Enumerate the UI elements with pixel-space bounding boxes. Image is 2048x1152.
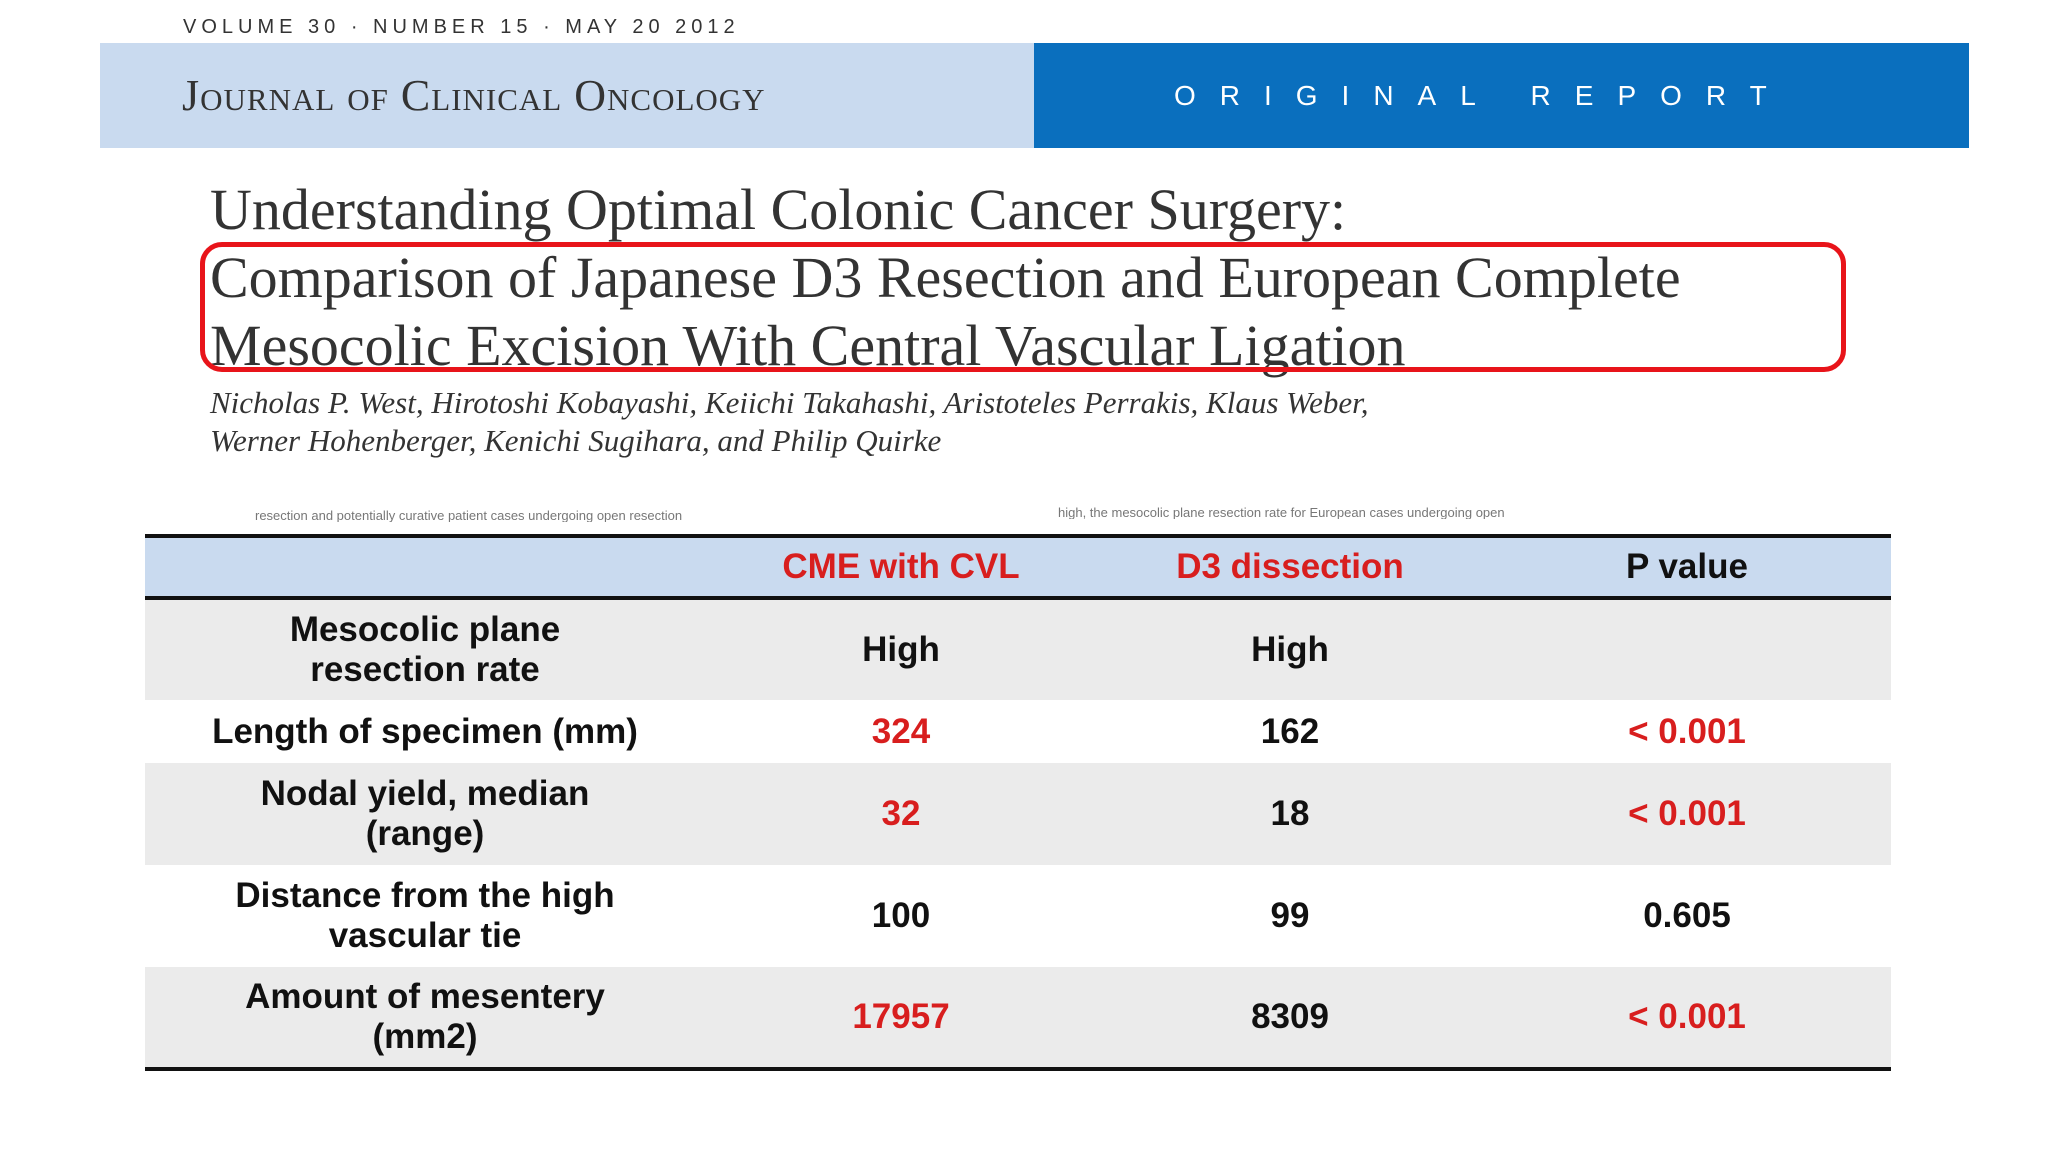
cme-value: 32 <box>881 794 921 833</box>
faded-text-fragment-left: resection and potentially curative patie… <box>255 508 683 522</box>
article-title-line: Comparison of Japanese D3 Resection and … <box>210 245 1681 310</box>
p-value: < 0.001 <box>1628 711 1746 751</box>
row-label: Amount of mesentery (mm2) <box>145 967 705 1071</box>
d3-value: 8309 <box>1097 967 1483 1071</box>
row-label-line: (mm2) <box>372 1017 478 1056</box>
p-value <box>1483 598 1891 700</box>
row-label: Length of specimen (mm) <box>145 700 705 763</box>
report-type: ORIGINAL REPORT <box>1174 79 1791 111</box>
table-header-row: CME with CVL D3 dissection P value <box>145 534 1891 600</box>
p-value: < 0.001 <box>1483 967 1891 1071</box>
table-row: Nodal yield, median (range) 32 18 < 0.001 <box>145 763 1891 865</box>
d3-value: High <box>1251 630 1329 669</box>
row-label: Distance from the high vascular tie <box>145 865 705 967</box>
row-label-line: Distance from the high <box>235 876 615 915</box>
d3-value: 162 <box>1260 711 1320 751</box>
cme-value: 17957 <box>705 967 1097 1071</box>
header-p-value: P value <box>1483 534 1891 600</box>
row-label-line: resection rate <box>310 650 540 689</box>
header-cme-with-cvl: CME with CVL <box>705 534 1097 600</box>
row-label: Mesocolic plane resection rate <box>145 598 705 700</box>
article-title-line: Understanding Optimal Colonic Cancer Sur… <box>210 177 1347 242</box>
row-label-line: Mesocolic plane <box>289 610 561 649</box>
row-label: Nodal yield, median (range) <box>145 763 705 865</box>
journal-masthead: Journal of Clinical Oncology ORIGINAL RE… <box>100 43 1969 148</box>
journal-name: Journal of Clinical Oncology <box>182 71 766 120</box>
row-label-line: (range) <box>365 814 485 853</box>
row-label-line: vascular tie <box>328 916 522 955</box>
cme-value: 324 <box>871 711 931 751</box>
author-line: Werner Hohenberger, Kenichi Sugihara, an… <box>210 423 942 458</box>
table-row: Amount of mesentery (mm2) 17957 8309 < 0.001 <box>145 967 1891 1071</box>
row-label-line: Length of specimen (mm) <box>212 711 638 751</box>
issue-line: VOLUME 30 · NUMBER 15 · MAY 20 2012 <box>183 16 740 38</box>
article-title: Understanding Optimal Colonic Cancer Sur… <box>210 176 1890 380</box>
faded-text-fragment-right: high, the mesocolic plane resection rate… <box>1058 505 1505 519</box>
title-highlight-box <box>200 242 1846 372</box>
d3-value: 99 <box>1270 896 1310 935</box>
header-d3-dissection: D3 dissection <box>1097 534 1483 600</box>
table-row: Mesocolic plane resection rate High High <box>145 598 1891 700</box>
row-label-line: Nodal yield, median <box>260 774 590 813</box>
d3-value: 18 <box>1270 794 1310 833</box>
masthead-report-band: ORIGINAL REPORT <box>1034 43 1969 148</box>
p-value: < 0.001 <box>1628 794 1746 833</box>
comparison-table: CME with CVL D3 dissection P value Mesoc… <box>145 534 1891 1071</box>
table-row: Length of specimen (mm) 324 162 < 0.001 <box>145 700 1891 763</box>
row-label-line: Amount of mesentery <box>245 977 605 1016</box>
p-value: 0.605 <box>1643 896 1731 935</box>
header-cell-blank <box>145 534 705 600</box>
cme-value: High <box>862 630 940 669</box>
author-line: Nicholas P. West, Hirotoshi Kobayashi, K… <box>210 385 1369 420</box>
cme-value: 100 <box>871 896 931 935</box>
table-row: Distance from the high vascular tie 100 99 0… <box>145 865 1891 967</box>
author-list: Nicholas P. West, Hirotoshi Kobayashi, K… <box>210 384 1710 460</box>
masthead-journal-band: Journal of Clinical Oncology <box>100 43 1034 148</box>
